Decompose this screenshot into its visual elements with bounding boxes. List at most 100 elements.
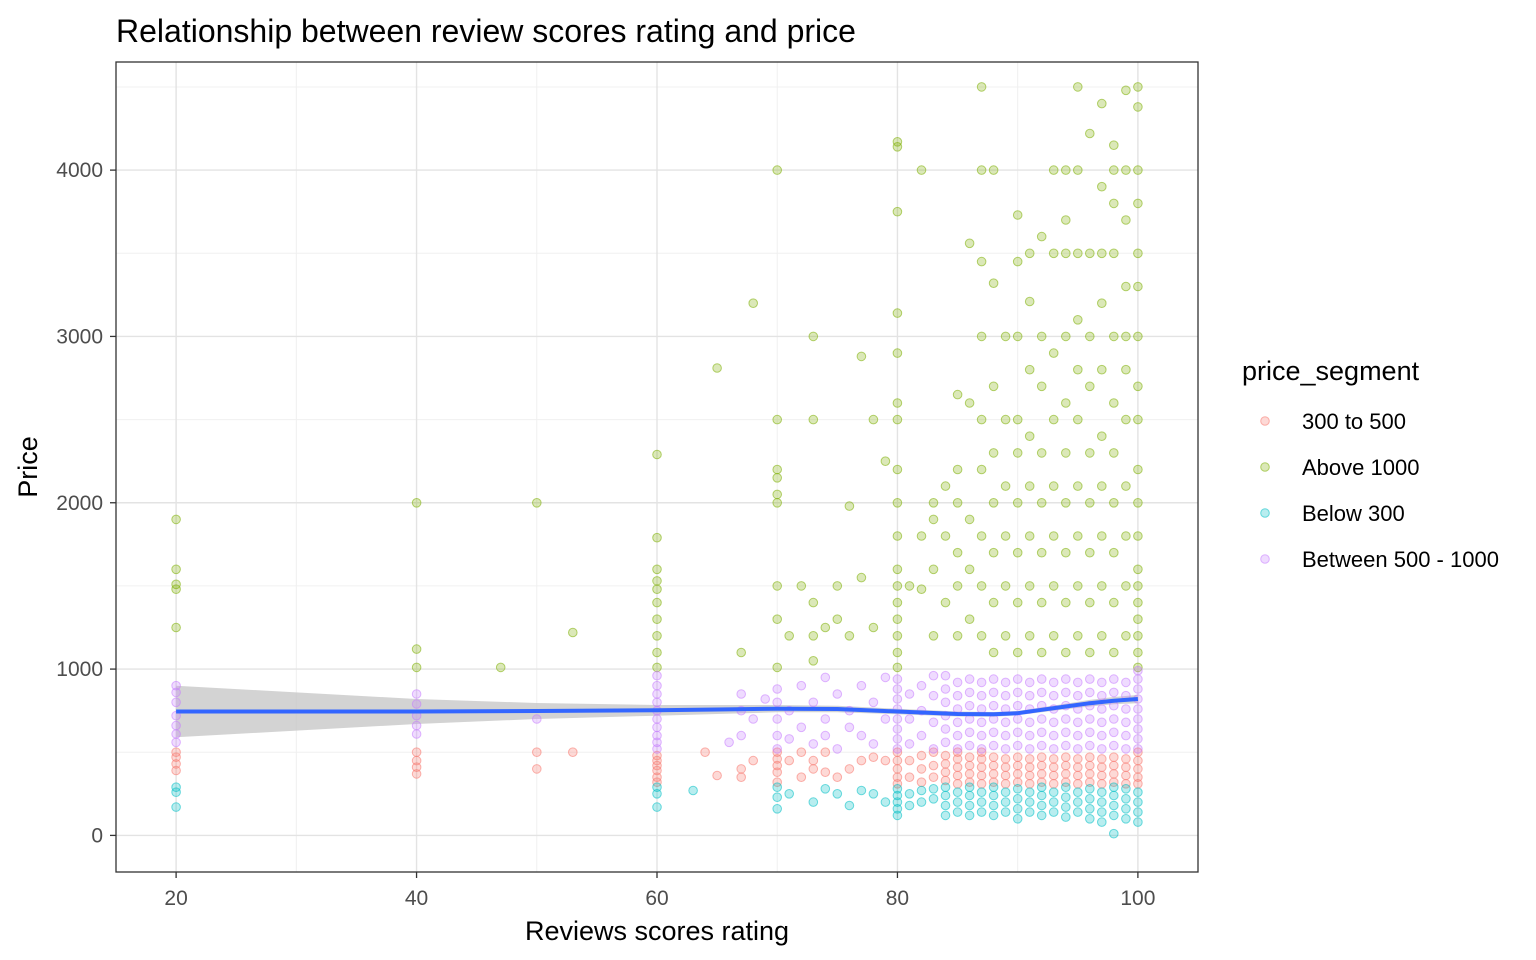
data-point-300-to-500	[1109, 769, 1119, 779]
data-point-300-to-500	[892, 747, 903, 758]
data-point-300-to-500	[411, 747, 422, 758]
data-point-below-300	[1109, 782, 1119, 793]
data-point-above-1000	[1048, 248, 1059, 259]
chart-title: Relationship between review scores ratin…	[116, 13, 856, 49]
data-point-above-1000	[976, 256, 987, 267]
data-point-between-500-1000	[1036, 740, 1047, 751]
data-point-between-500-1000	[1121, 744, 1131, 754]
data-point-below-300	[988, 800, 999, 811]
data-point-above-1000	[976, 165, 987, 175]
data-point-between-500-1000	[976, 730, 987, 741]
data-point-below-300	[940, 790, 951, 801]
data-point-above-1000	[411, 644, 422, 654]
data-point-above-1000	[1061, 498, 1071, 508]
data-point-above-1000	[1109, 165, 1119, 175]
data-point-above-1000	[171, 514, 181, 525]
data-point-300-to-500	[652, 760, 662, 771]
data-point-below-300	[952, 787, 963, 798]
data-point-above-1000	[976, 464, 987, 475]
data-point-above-1000	[1000, 631, 1011, 641]
data-point-above-1000	[1061, 597, 1071, 608]
data-point-300-to-500	[1024, 762, 1035, 773]
data-point-between-500-1000	[772, 744, 783, 754]
data-point-below-300	[772, 782, 783, 793]
data-point-between-500-1000	[1048, 677, 1059, 688]
data-point-300-to-500	[1024, 754, 1035, 764]
data-point-above-1000	[1048, 165, 1059, 175]
data-point-below-300	[1133, 817, 1143, 827]
data-point-above-1000	[1097, 248, 1107, 259]
data-point-below-300	[1109, 828, 1119, 839]
data-point-between-500-1000	[1097, 677, 1107, 688]
data-point-between-500-1000	[1133, 665, 1143, 676]
data-point-300-to-500	[1133, 772, 1143, 783]
data-point-below-300	[1085, 784, 1095, 794]
data-point-below-300	[820, 784, 831, 794]
data-point-above-1000	[772, 464, 783, 475]
data-point-300-to-500	[976, 770, 987, 781]
data-point-300-to-500	[940, 759, 951, 769]
data-point-above-1000	[928, 564, 939, 575]
data-point-above-1000	[1036, 498, 1047, 508]
data-point-between-500-1000	[820, 714, 831, 724]
data-point-300-to-500	[1012, 752, 1023, 763]
data-point-between-500-1000	[952, 690, 963, 701]
data-point-below-300	[1061, 802, 1071, 812]
data-point-above-1000	[1109, 198, 1119, 209]
data-point-above-1000	[1012, 414, 1023, 425]
legend: price_segment 300 to 500 Above 1000 Below …	[1242, 356, 1499, 572]
data-point-above-1000	[928, 514, 939, 525]
x-tick-label: 40	[405, 887, 428, 910]
data-point-between-500-1000	[1012, 674, 1023, 684]
data-point-below-300	[964, 790, 975, 801]
data-point-between-500-1000	[892, 734, 903, 744]
data-point-300-to-500	[892, 755, 903, 766]
data-point-below-300	[1024, 787, 1035, 798]
data-point-above-1000	[892, 414, 903, 425]
data-point-above-1000	[892, 631, 903, 641]
smooth-line-layer	[176, 697, 1139, 717]
data-point-above-1000	[1133, 531, 1143, 541]
data-point-between-500-1000	[652, 737, 662, 748]
data-point-300-to-500	[784, 755, 795, 766]
data-point-above-1000	[1133, 581, 1143, 591]
data-point-300-to-500	[1109, 760, 1119, 771]
data-point-between-500-1000	[904, 689, 915, 699]
y-tick-label: 2000	[56, 492, 103, 515]
data-point-above-1000	[1012, 498, 1023, 508]
data-point-above-1000	[988, 597, 999, 608]
data-point-above-1000	[1133, 331, 1143, 342]
data-point-between-500-1000	[976, 744, 987, 754]
data-point-below-300	[1109, 810, 1119, 821]
data-point-between-500-1000	[964, 674, 975, 684]
data-point-above-1000	[1048, 631, 1059, 641]
data-point-below-300	[940, 782, 951, 793]
data-point-300-to-500	[1097, 770, 1107, 781]
data-point-between-500-1000	[832, 689, 843, 699]
data-point-above-1000	[1073, 82, 1083, 92]
data-point-below-300	[1121, 804, 1131, 814]
data-point-300-to-500	[1133, 764, 1143, 774]
data-point-above-1000	[1024, 364, 1035, 375]
data-point-above-1000	[1109, 547, 1119, 558]
data-point-below-300	[1012, 794, 1023, 804]
data-point-below-300	[1000, 797, 1011, 807]
data-point-above-1000	[940, 531, 951, 541]
data-point-above-1000	[1036, 547, 1047, 558]
data-point-below-300	[1109, 790, 1119, 801]
data-point-between-500-1000	[1012, 687, 1023, 698]
data-point-300-to-500	[1061, 760, 1071, 771]
data-point-below-300	[844, 800, 855, 811]
data-point-above-1000	[1133, 82, 1143, 92]
data-point-above-1000	[1012, 448, 1023, 458]
data-point-below-300	[1121, 814, 1131, 824]
legend-key	[1260, 508, 1270, 518]
data-point-above-1000	[652, 647, 662, 658]
data-point-300-to-500	[1097, 754, 1107, 764]
data-point-between-500-1000	[652, 744, 662, 754]
data-point-above-1000	[411, 662, 422, 673]
data-point-above-1000	[844, 631, 855, 641]
data-point-between-500-1000	[880, 714, 891, 724]
data-point-above-1000	[1073, 315, 1083, 325]
data-point-between-500-1000	[832, 744, 843, 754]
